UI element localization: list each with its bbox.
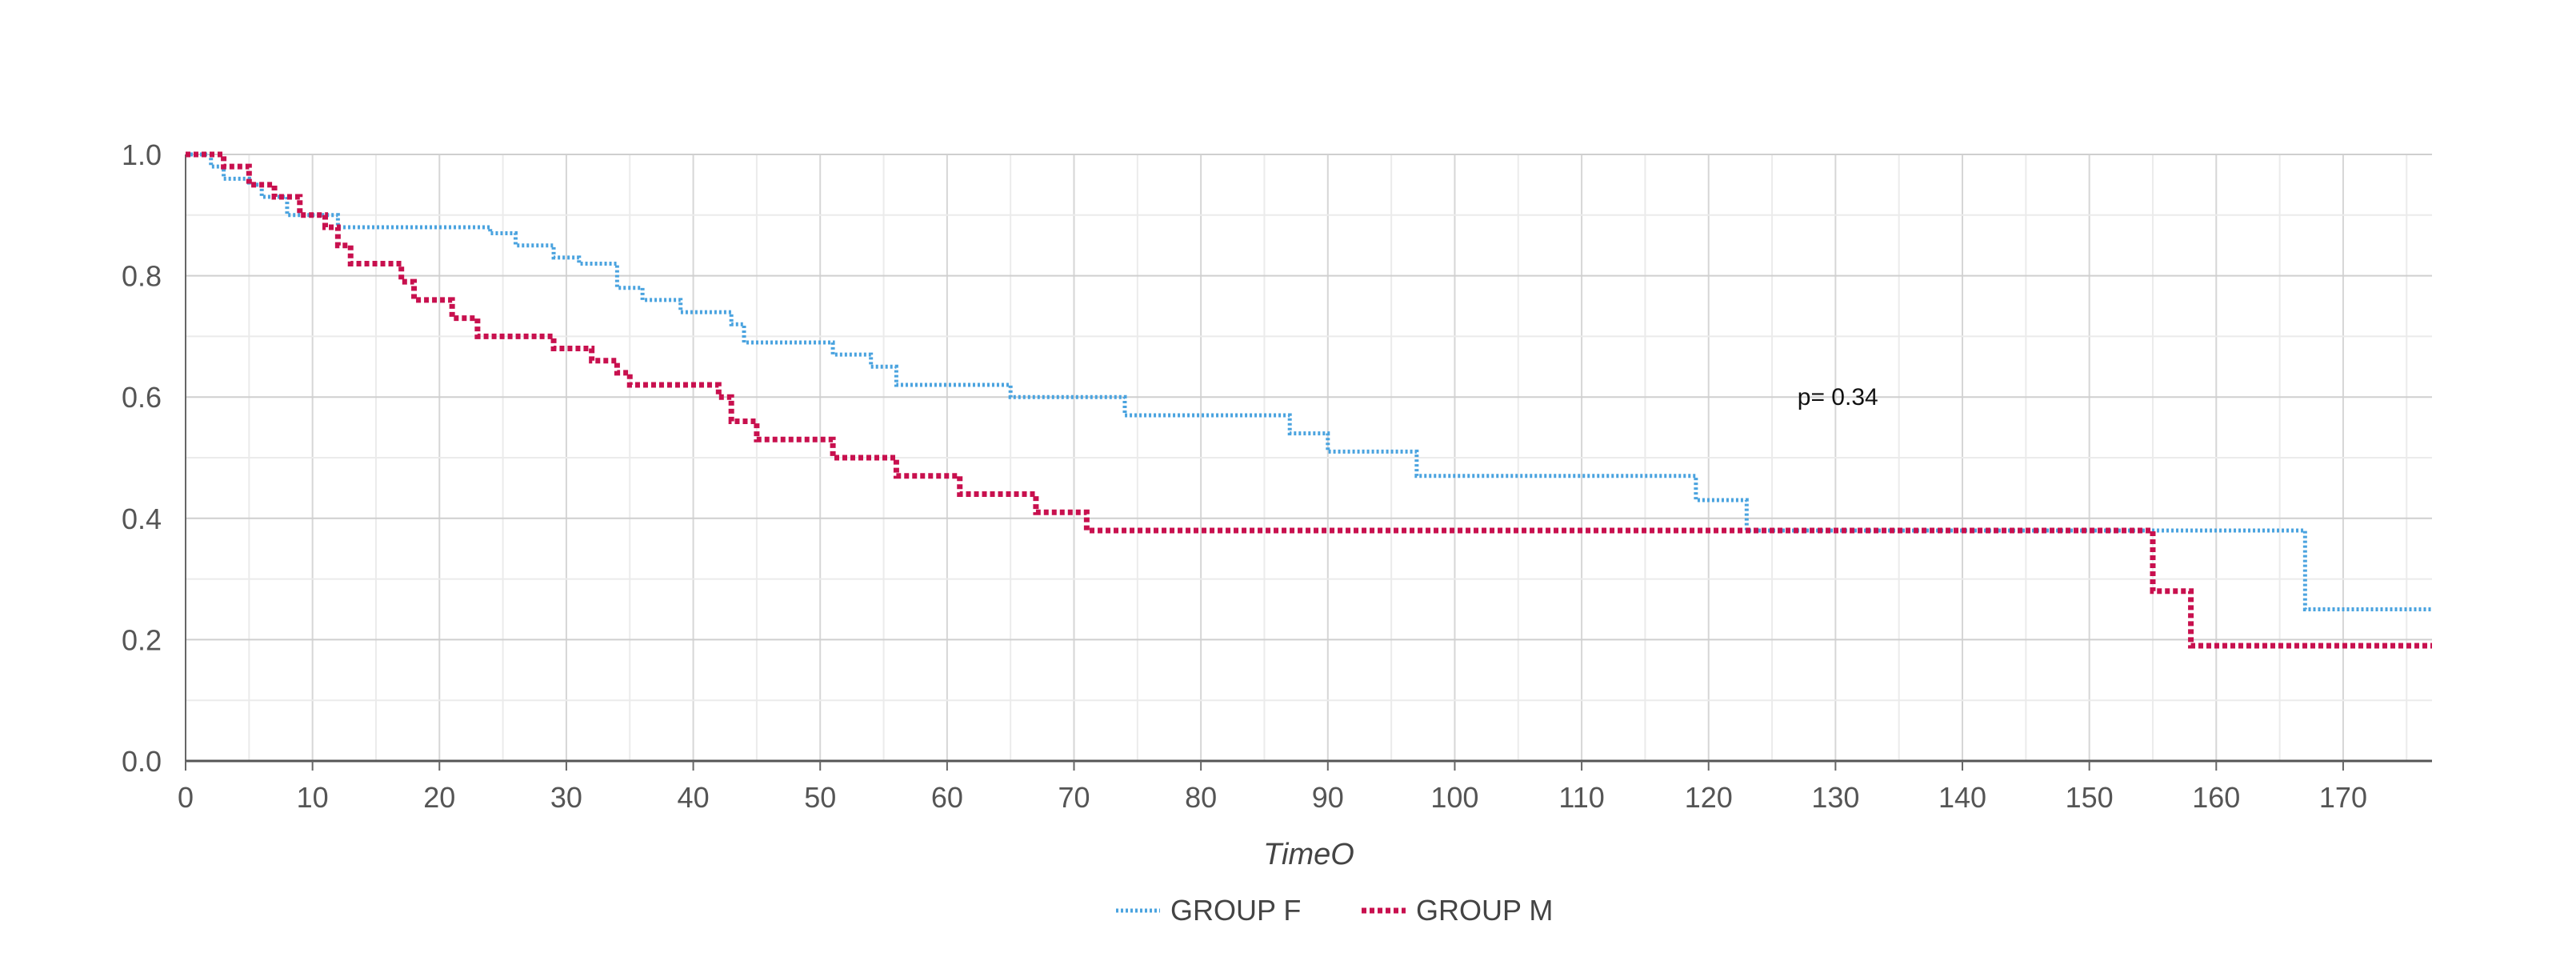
legend-label-group-m: GROUP M: [1416, 894, 1553, 927]
y-tick-label: 0.0: [122, 745, 162, 778]
series-line-group-m: [186, 151, 2432, 649]
y-tick-label: 0.6: [122, 381, 162, 414]
x-tick-label: 150: [2066, 781, 2114, 814]
y-tick-label: 0.8: [122, 260, 162, 293]
x-tick-label: 130: [1811, 781, 1859, 814]
x-tick-label: 20: [423, 781, 455, 814]
y-tick-label: 0.2: [122, 623, 162, 656]
labels-layer: 0 10 20 30 40 50 60 70 80 90 100 110 120 130 140 150 160…: [122, 138, 2367, 814]
x-tick-label: 160: [2192, 781, 2240, 814]
y-tick-label: 0.4: [122, 503, 162, 535]
series-layer: [186, 151, 2432, 649]
x-tick-label: 80: [1185, 781, 1217, 814]
x-tick-label: 170: [2319, 781, 2367, 814]
x-axis-title: TimeO: [1263, 838, 1354, 871]
x-tick-label: 70: [1058, 781, 1090, 814]
x-tick-label: 120: [1685, 781, 1733, 814]
x-tick-label: 40: [678, 781, 710, 814]
legend-label-group-f: GROUP F: [1170, 894, 1301, 927]
x-tick-label: 10: [297, 781, 329, 814]
x-tick-label: 140: [1938, 781, 1986, 814]
x-tick-label: 60: [931, 781, 963, 814]
y-tick-label: 1.0: [122, 138, 162, 171]
p-value-annotation: p= 0.34: [1798, 384, 1878, 410]
x-tick-label: 100: [1430, 781, 1478, 814]
x-tick-label: 30: [550, 781, 582, 814]
x-tick-label: 110: [1558, 781, 1604, 814]
x-tick-label: 50: [804, 781, 836, 814]
x-tick-label: 0: [178, 781, 194, 814]
x-tick-label: 90: [1312, 781, 1344, 814]
legend: GROUP F GROUP M: [1116, 894, 1553, 927]
axes: [185, 154, 2432, 771]
grid: [186, 154, 2432, 761]
